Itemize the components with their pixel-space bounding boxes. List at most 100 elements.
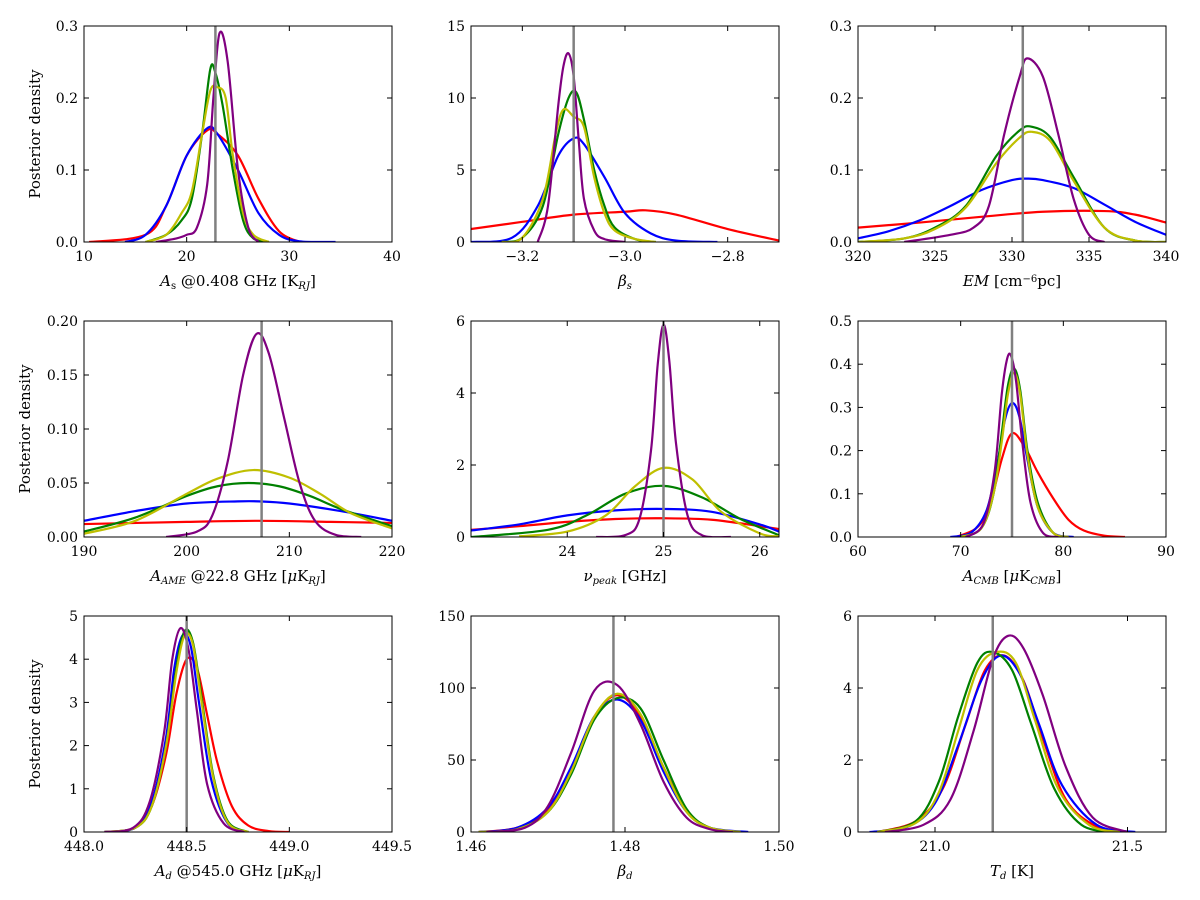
y-tick-label: 1 <box>69 782 78 798</box>
series-line-blue <box>858 177 1166 240</box>
x-axis-label: Ad @545.0 GHz [μKRJ] <box>153 862 322 882</box>
y-tick-label: 4 <box>456 386 465 402</box>
x-tick-label: 1.50 <box>763 839 794 855</box>
x-tick-label: 210 <box>276 544 303 560</box>
plot-area <box>858 26 1166 242</box>
x-tick-label: 24 <box>558 544 576 560</box>
y-tick-label: 0.00 <box>47 530 78 546</box>
y-tick-label: 150 <box>438 609 465 625</box>
y-tick-label: 0.20 <box>47 314 78 330</box>
x-tick-label: 1.48 <box>609 839 640 855</box>
y-tick-label: 15 <box>447 19 465 35</box>
x-tick-label: 448.0 <box>64 839 104 855</box>
series-line-green <box>471 484 779 537</box>
panel-1: 10 20 30 40 0.0 0.1 0.2 0.3 As @0.408 GHz [KRJ] P… <box>26 19 401 292</box>
axes-frame <box>470 320 780 538</box>
x-axis-label: As @0.408 GHz [KRJ] <box>158 272 316 292</box>
plot-area <box>478 616 749 832</box>
x-tick-label: 40 <box>383 249 401 265</box>
x-tick-label: 335 <box>1076 249 1103 265</box>
series-line-green <box>84 481 392 533</box>
panel-4: 190 200 210 220 0.00 0.05 0.10 0.15 0.20 AAME @22… <box>16 314 405 587</box>
y-tick-label: 0 <box>456 530 465 546</box>
y-tick-label: 5 <box>456 163 465 179</box>
y-tick-label: 3 <box>69 695 78 711</box>
y-axis-label: Posterior density <box>26 69 44 199</box>
y-tick-label: 0 <box>456 825 465 841</box>
plot-area <box>471 26 779 242</box>
plot-area <box>88 26 336 242</box>
series-line-red <box>84 519 392 526</box>
x-tick-label: −3.0 <box>608 249 642 265</box>
y-tick-label: 50 <box>447 753 465 769</box>
y-tick-label: 0.3 <box>56 19 78 35</box>
y-tick-label: 0.10 <box>47 422 78 438</box>
x-axis-label: νpeak [GHz] <box>584 567 667 587</box>
x-tick-label: 325 <box>922 249 949 265</box>
y-tick-label: 6 <box>456 314 465 330</box>
x-tick-label: 70 <box>952 544 970 560</box>
y-tick-label: 0.0 <box>56 235 78 251</box>
x-tick-label: 200 <box>173 544 200 560</box>
y-tick-label: 0.1 <box>830 163 852 179</box>
plot-area <box>950 321 1126 537</box>
x-axis-label: Td [K] <box>990 862 1034 882</box>
plot-area <box>104 616 290 832</box>
series-line-yellow <box>145 84 270 242</box>
axes-frame <box>470 615 780 833</box>
y-tick-label: 0.05 <box>47 476 78 492</box>
x-tick-label: 330 <box>999 249 1026 265</box>
series-line-blue <box>84 499 392 522</box>
series-line-purple <box>884 634 1128 832</box>
y-tick-label: 5 <box>69 609 78 625</box>
y-tick-label: 0.2 <box>830 91 852 107</box>
x-tick-label: 30 <box>280 249 298 265</box>
x-tick-label: 10 <box>75 249 93 265</box>
x-tick-label: 1.46 <box>455 839 486 855</box>
y-tick-label: 0 <box>456 235 465 251</box>
axes-frame <box>83 320 393 538</box>
x-axis-label: AAME @22.8 GHz [μKRJ] <box>148 567 326 587</box>
y-tick-label: 0.15 <box>47 368 78 384</box>
y-tick-label: 2 <box>456 458 465 474</box>
panel-6: 60 70 80 90 0.0 0.1 0.2 0.3 0.4 0.5 ACMB [μKCMB] <box>830 314 1175 587</box>
series-line-purple <box>155 30 260 242</box>
x-tick-label: 21.0 <box>919 839 950 855</box>
y-tick-label: 0.0 <box>830 235 852 251</box>
panel-8: 1.46 1.48 1.50 0 50 100 150 βd <box>438 609 794 882</box>
series-line-green <box>501 89 656 242</box>
panel-7: 448.0 448.5 449.0 449.5 0 1 2 3 4 5 Ad @545.0 GHz … <box>26 609 412 882</box>
y-tick-label: 0.3 <box>830 400 852 416</box>
y-tick-label: 4 <box>843 681 852 697</box>
series-line-blue <box>869 654 1136 832</box>
plot-area <box>471 321 779 537</box>
x-tick-label: 60 <box>849 544 867 560</box>
x-tick-label: 449.5 <box>372 839 412 855</box>
x-tick-label: 20 <box>178 249 196 265</box>
y-tick-label: 0.1 <box>830 487 852 503</box>
axes-frame <box>470 25 780 243</box>
series-line-yellow <box>858 130 1166 242</box>
series-line-red <box>471 209 779 242</box>
panel-9: 21.0 21.5 0 2 4 6 Td [K] <box>843 609 1167 882</box>
y-tick-label: 0.1 <box>56 163 78 179</box>
series-line-blue <box>471 136 718 242</box>
axes-frame <box>857 25 1167 243</box>
y-tick-label: 0 <box>843 825 852 841</box>
plot-area <box>869 616 1136 832</box>
x-tick-label: 449.0 <box>269 839 309 855</box>
x-axis-label: EM [cm−6pc] <box>962 272 1061 290</box>
x-tick-label: 25 <box>655 544 673 560</box>
series-line-yellow <box>519 466 779 537</box>
series-line-red <box>858 209 1166 229</box>
series-line-purple <box>486 680 733 832</box>
y-tick-label: 0.0 <box>830 530 852 546</box>
y-tick-label: 0 <box>69 825 78 841</box>
series-line-green <box>145 63 270 242</box>
x-tick-label: 190 <box>71 544 98 560</box>
plot-area <box>84 321 392 537</box>
x-tick-label: 90 <box>1157 544 1175 560</box>
y-tick-label: 6 <box>843 609 852 625</box>
axes-frame <box>857 615 1167 833</box>
